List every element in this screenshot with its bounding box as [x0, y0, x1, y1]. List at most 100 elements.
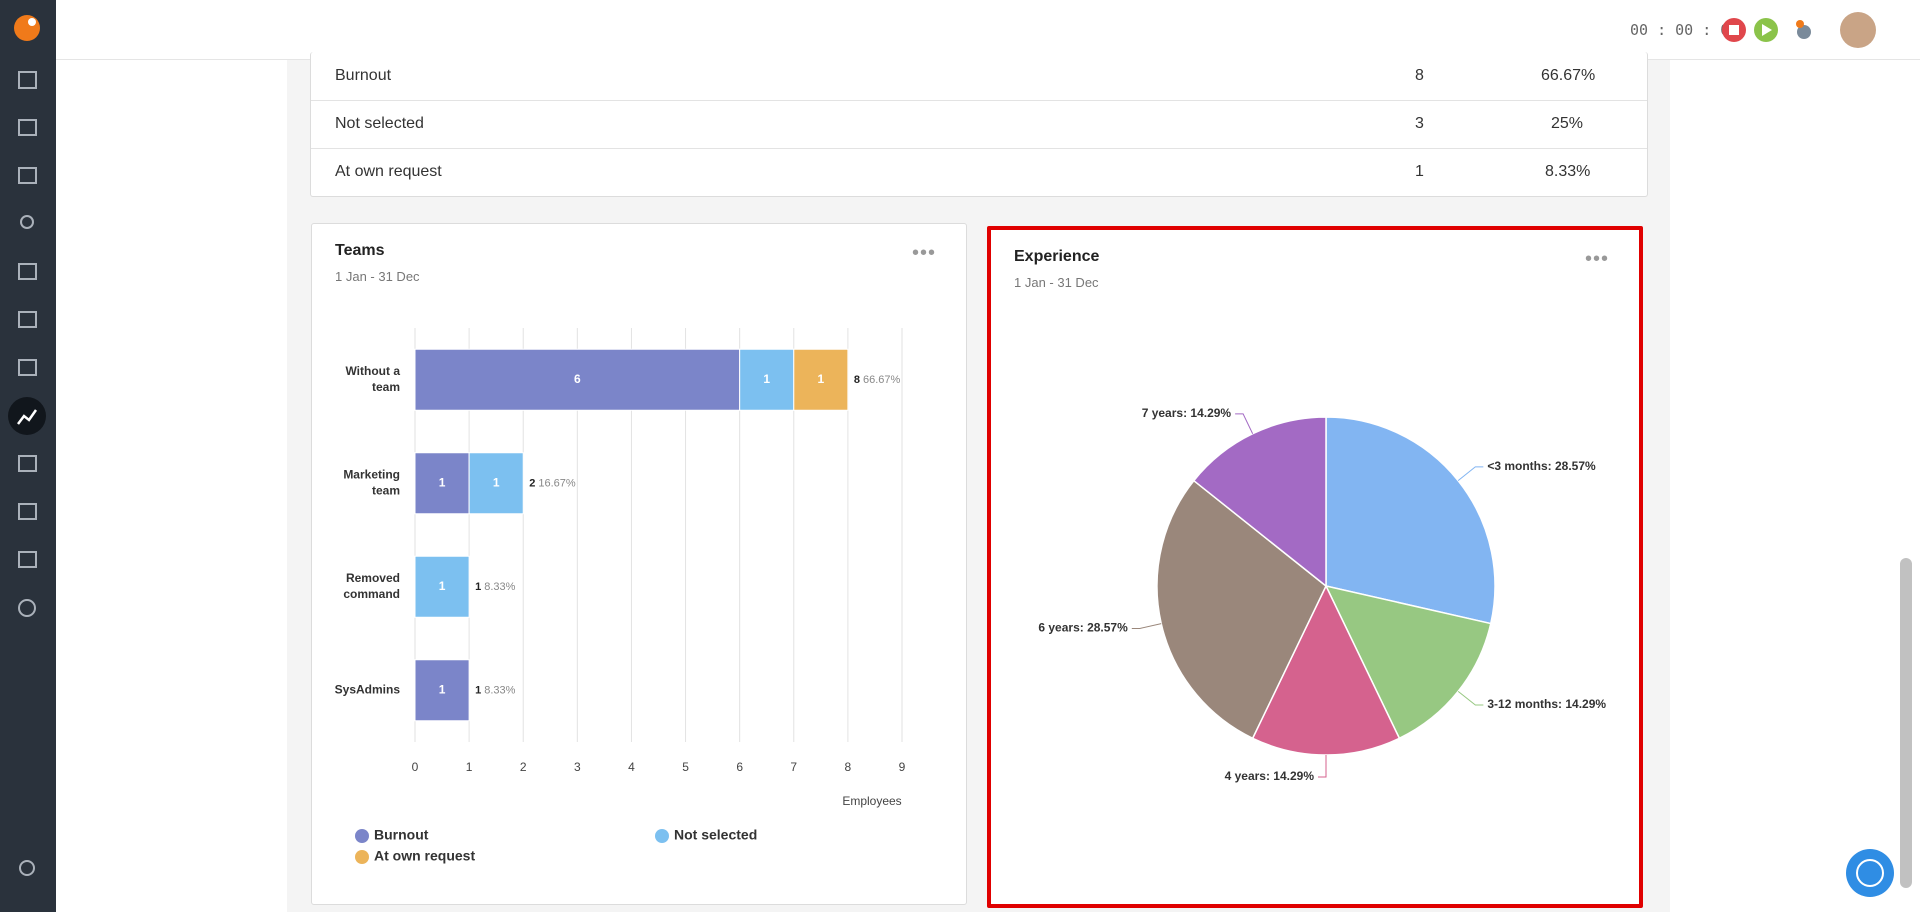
x-tick-label: 3 — [574, 760, 581, 774]
nav-people[interactable] — [20, 215, 34, 229]
nav-settings[interactable] — [19, 860, 35, 876]
pie-slice — [1324, 584, 1492, 740]
total-value: 2 — [529, 477, 535, 489]
bar-segment — [468, 452, 524, 515]
bar-label: 6 — [574, 372, 581, 386]
cell: 66.67% — [1541, 67, 1596, 84]
pie-slice — [1156, 479, 1327, 740]
topbar: 00 : 00 : 05 — [56, 0, 1920, 60]
table-row: Burnout 8 66.67% — [311, 52, 1647, 101]
menu-button[interactable]: ••• — [911, 242, 936, 264]
x-tick-label: 6 — [736, 760, 743, 774]
card-subtitle: 1 Jan - 31 Dec — [1014, 275, 1099, 290]
teams-card: Teams 1 Jan - 31 Dec ••• 0 1 2 3 4 5 6 7 8 9 Emplo… — [311, 223, 967, 905]
cell: 25% — [1551, 115, 1584, 132]
x-tick-label: 0 — [412, 760, 419, 774]
bar-segment — [414, 452, 470, 515]
experience-card: Experience 1 Jan - 31 Dec ••• <3 months:… — [987, 226, 1643, 908]
card-title: Teams — [335, 242, 385, 259]
legend-label: At own request — [374, 848, 475, 864]
bar-segment — [793, 348, 849, 411]
bar-label: 1 — [439, 579, 446, 593]
topbar-controls — [1722, 18, 1811, 42]
bar-label: 1 — [439, 682, 446, 696]
x-axis-label: Employees — [842, 794, 901, 808]
card-title: Experience — [1014, 248, 1100, 265]
x-tick-label: 9 — [899, 760, 906, 774]
bar-total: 2 16.67% — [529, 477, 576, 489]
bar-total: 8 66.67% — [854, 374, 901, 386]
total-percent: 16.67% — [538, 477, 576, 489]
slice-label: 4 years: 14.29% — [1225, 769, 1315, 783]
play-icon — [1762, 24, 1772, 36]
table-card: Burnout 8 66.67% Not selected 3 25% At o… — [310, 52, 1648, 197]
leader-line — [1457, 690, 1484, 706]
legend-marker — [355, 829, 369, 843]
nav-reports-icon — [17, 409, 38, 425]
help-ring — [1856, 859, 1884, 887]
y-tick-label: Marketing team — [343, 467, 400, 497]
bar-label: 1 — [493, 475, 500, 489]
total-value: 8 — [854, 374, 860, 386]
leader-line — [1235, 413, 1254, 434]
x-tick-label: 7 — [790, 760, 797, 774]
x-tick-label: 5 — [682, 760, 689, 774]
nav-tasks[interactable] — [18, 359, 37, 376]
sidebar-icons — [8, 15, 46, 876]
bar-label: 1 — [439, 475, 446, 489]
menu-button[interactable]: ••• — [1584, 248, 1609, 270]
nav-profile[interactable] — [18, 599, 36, 617]
nav-structure[interactable] — [18, 263, 37, 280]
x-tick-label: 8 — [845, 760, 852, 774]
nav-reports-active[interactable] — [8, 397, 46, 435]
x-tick-label: 4 — [628, 760, 635, 774]
cell: 3 — [1415, 115, 1424, 132]
nav-calendar[interactable] — [18, 119, 37, 136]
legend-marker — [655, 829, 669, 843]
total-percent: 8.33% — [484, 581, 515, 593]
timer: 00 : 00 : 05 — [1630, 21, 1739, 39]
bar-label: 1 — [763, 372, 770, 386]
sidebar — [0, 0, 56, 912]
bar-segment — [414, 555, 470, 618]
notify-dot — [1796, 20, 1804, 28]
legend-label: Not selected — [674, 827, 757, 843]
table-row: At own request 1 8.33% — [311, 148, 1647, 196]
slice-label: <3 months: 28.57% — [1487, 459, 1596, 473]
legend-label: Burnout — [374, 827, 429, 843]
stop-icon — [1729, 25, 1739, 35]
nav-dashboard[interactable] — [18, 71, 37, 89]
scrollbar — [1900, 558, 1912, 888]
nav-book[interactable] — [18, 503, 37, 520]
logo-dot — [28, 18, 36, 26]
avatar[interactable] — [1840, 12, 1876, 48]
pie-slice — [1325, 416, 1496, 625]
y-tick-label: SysAdmins — [335, 682, 401, 696]
slice-label: 3-12 months: 14.29% — [1487, 697, 1606, 711]
slice-label: 7 years: 14.29% — [1142, 406, 1232, 420]
nav-folder[interactable] — [18, 167, 37, 184]
leader-line — [1457, 466, 1484, 482]
y-tick-label: Removed command — [343, 571, 400, 601]
nav-docs[interactable] — [18, 311, 37, 328]
cell: Burnout — [335, 67, 392, 84]
cell: 1 — [1415, 163, 1424, 180]
leader-line — [1131, 623, 1162, 630]
cell: Not selected — [335, 115, 424, 132]
nav-image[interactable] — [18, 551, 37, 568]
card-subtitle: 1 Jan - 31 Dec — [335, 269, 420, 284]
experience-chart: <3 months: 28.57% 3-12 months: 14.29% 4 ye… — [1038, 406, 1606, 783]
total-percent: 8.33% — [484, 684, 515, 696]
nav-boxes[interactable] — [18, 455, 37, 472]
bar-segment — [414, 659, 470, 722]
slice-label: 6 years: 28.57% — [1038, 621, 1128, 635]
logo[interactable] — [14, 15, 40, 41]
notify-button[interactable] — [1797, 25, 1811, 39]
total-percent: 66.67% — [863, 374, 901, 386]
pie-slice — [1251, 584, 1401, 756]
y-tick-label: Without a team — [345, 364, 400, 394]
cell: At own request — [335, 163, 442, 180]
bar-total: 1 8.33% — [475, 581, 516, 593]
